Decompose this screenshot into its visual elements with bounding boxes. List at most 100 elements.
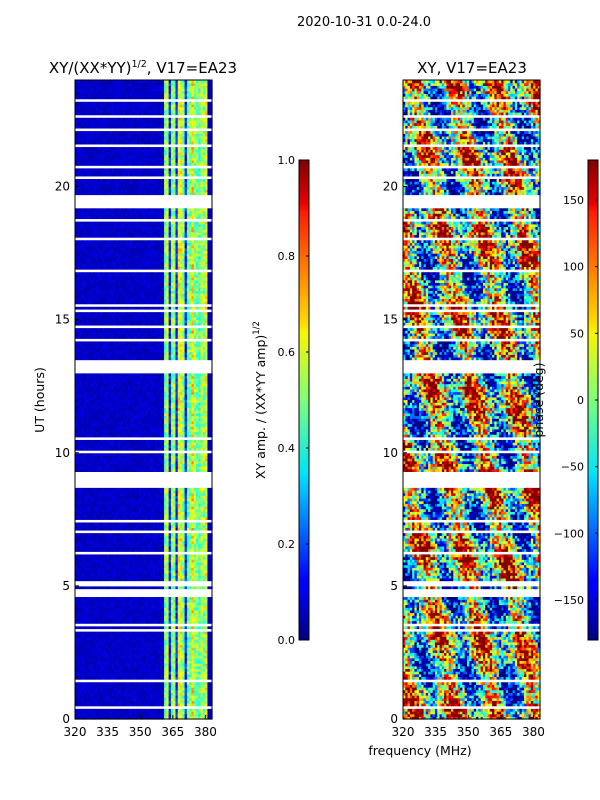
heatmap-cell <box>152 711 156 715</box>
heatmap-cell <box>79 572 83 576</box>
heatmap-cell <box>145 604 149 608</box>
heatmap-cell <box>209 716 213 720</box>
heatmap-cell <box>193 713 197 717</box>
heatmap-cell <box>95 633 99 638</box>
heatmap-cell <box>143 601 147 606</box>
heatmap-cell <box>116 687 119 691</box>
heatmap-cell <box>122 687 126 691</box>
heatmap-cell <box>164 620 167 624</box>
heatmap-cell <box>84 572 88 576</box>
heatmap-cell <box>125 609 129 614</box>
heatmap-cell <box>79 663 83 667</box>
heatmap-cell <box>75 713 78 717</box>
heatmap-cell <box>81 636 85 640</box>
heatmap-cell <box>90 660 94 664</box>
heatmap-cell <box>157 599 161 603</box>
heatmap-cell <box>145 652 149 656</box>
heatmap-cell <box>93 668 97 672</box>
heatmap-cell <box>170 703 174 707</box>
heatmap-cell <box>161 681 165 685</box>
heatmap-cell <box>148 673 151 677</box>
heatmap-cell <box>184 585 188 590</box>
heatmap-cell <box>193 657 197 662</box>
heatmap-cell <box>81 671 85 675</box>
heatmap-cell <box>84 668 88 672</box>
heatmap-cell <box>116 612 119 616</box>
heatmap-cell <box>104 599 108 603</box>
heatmap-cell <box>102 697 106 701</box>
heatmap-cell <box>186 681 190 685</box>
heatmap-cell <box>150 652 154 656</box>
heatmap-cell <box>157 671 161 675</box>
heatmap-cell <box>138 631 142 635</box>
heatmap-cell <box>157 636 161 640</box>
heatmap-cell <box>104 716 108 720</box>
heatmap-cell <box>129 601 133 606</box>
heatmap-cell <box>182 607 186 611</box>
heatmap-cell <box>120 665 124 670</box>
heatmap-cell <box>129 649 133 654</box>
heatmap-cell <box>159 671 163 675</box>
heatmap-cell <box>90 647 94 651</box>
heatmap-cell <box>81 615 85 619</box>
heatmap-cell <box>113 692 117 696</box>
heatmap-cell <box>152 617 156 622</box>
heatmap-cell <box>104 575 108 579</box>
heatmap-cell <box>100 716 103 720</box>
heatmap-cell <box>168 577 172 582</box>
heatmap-cell <box>202 708 206 712</box>
heatmap-cell <box>141 652 145 656</box>
heatmap-cell <box>173 647 177 651</box>
heatmap-cell <box>145 684 149 688</box>
heatmap-cell <box>127 569 131 574</box>
heatmap-cell <box>113 636 117 640</box>
heatmap-cell <box>189 673 193 677</box>
heatmap-cell <box>164 663 167 667</box>
heatmap-cell <box>84 676 88 680</box>
heatmap-cell <box>141 700 145 704</box>
heatmap-cell <box>159 575 163 579</box>
heatmap-cell <box>175 652 179 656</box>
heatmap-cell <box>127 668 131 672</box>
heatmap-cell <box>118 681 122 685</box>
left-title-base: XY/(XX*YY) <box>49 59 132 77</box>
heatmap-cell <box>198 647 202 651</box>
heatmap-cell <box>97 617 101 622</box>
heatmap-cell <box>136 647 140 651</box>
heatmap-cell <box>106 660 110 664</box>
heatmap-cell <box>198 575 202 579</box>
heatmap-cell <box>125 639 129 643</box>
heatmap-cell <box>129 708 133 712</box>
heatmap-cell <box>136 601 140 606</box>
heatmap-cell <box>109 700 113 704</box>
heatmap-cell <box>186 692 190 696</box>
heatmap-cell <box>84 652 88 656</box>
heatmap-cell <box>148 708 151 712</box>
heatmap-cell <box>173 703 177 707</box>
heatmap-cell <box>106 663 110 667</box>
heatmap-cell <box>186 647 190 651</box>
heatmap-cell <box>106 569 110 574</box>
heatmap-cell <box>205 647 209 651</box>
heatmap-cell <box>161 649 165 654</box>
heatmap-cell <box>136 625 140 630</box>
heatmap-cell <box>97 689 101 693</box>
heatmap-cell <box>106 615 110 619</box>
heatmap-cell <box>127 684 131 688</box>
heatmap-cell <box>122 700 126 704</box>
heatmap-cell <box>118 585 122 590</box>
heatmap-cell <box>191 596 195 600</box>
heatmap-cell <box>100 572 103 576</box>
heatmap-cell <box>180 585 183 590</box>
heatmap-cell <box>148 639 151 643</box>
heatmap-cell <box>202 569 206 574</box>
heatmap-cell <box>75 609 78 614</box>
heatmap-cell <box>125 663 129 667</box>
heatmap-cell <box>152 687 156 691</box>
heatmap-cell <box>97 708 101 712</box>
heatmap-cell <box>122 609 126 614</box>
heatmap-cell <box>205 684 209 688</box>
heatmap-cell <box>127 711 131 715</box>
heatmap-cell <box>198 671 202 675</box>
heatmap-cell <box>138 609 142 614</box>
